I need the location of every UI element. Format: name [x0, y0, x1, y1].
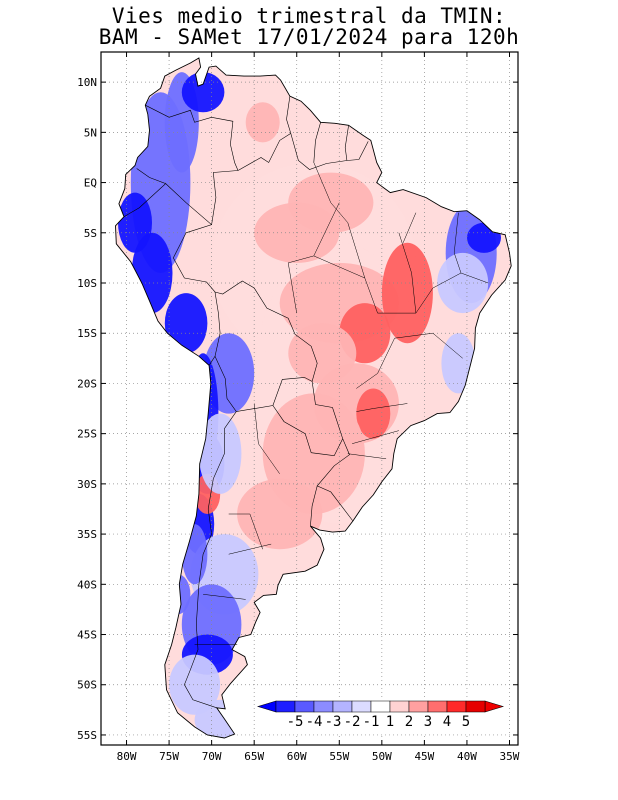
- colorbar-label: 2: [405, 714, 413, 730]
- lat-tick-label: 50S: [77, 679, 97, 692]
- lon-tick-label: 65W: [244, 750, 264, 763]
- lon-tick-label: 55W: [329, 750, 349, 763]
- colorbar-segment: [408, 700, 429, 713]
- lon-tick-label: 70W: [202, 750, 222, 763]
- colorbar-label: -4: [306, 714, 323, 730]
- title-line-2: BAM - SAMet 17/01/2024 para 120h: [98, 25, 520, 49]
- lat-tick-label: 40S: [77, 578, 97, 591]
- lon-tick-label: 75W: [159, 750, 179, 763]
- colorbar-segment: [389, 700, 410, 713]
- longitude-axis: 80W 75W 70W 65W 60W 55W 50W 45W 40W 35W: [117, 52, 520, 763]
- colorbar-label: 4: [443, 714, 451, 730]
- colorbar-label: -2: [344, 714, 361, 730]
- colorbar-segment: [332, 700, 353, 713]
- lon-tick-label: 45W: [414, 750, 434, 763]
- latitude-axis: 10N 5N EQ 5S 10S 15S 20S 25S 30S 35S 40S 45S 50S 55S: [77, 76, 518, 742]
- colorbar-segment: [370, 700, 391, 713]
- colorbar-label: 3: [424, 714, 432, 730]
- lon-tick-label: 35W: [500, 750, 520, 763]
- lon-tick-label: 50W: [372, 750, 392, 763]
- colorbar-label: -5: [287, 714, 304, 730]
- lat-tick-label: 25S: [77, 428, 97, 441]
- colorbar-label: 5: [462, 714, 470, 730]
- title-line-1: Vies medio trimestral da TMIN:: [111, 4, 507, 28]
- lat-tick-label: 55S: [77, 729, 97, 742]
- lon-tick-label: 80W: [117, 750, 137, 763]
- colorbar-segment: [351, 700, 372, 713]
- colorbar-segment: [294, 700, 315, 713]
- lat-tick-label: 20S: [77, 377, 97, 390]
- colorbar-segment: [465, 700, 486, 713]
- colorbar: -5 -4 -3 -2 -1 1 2 3 4 5: [256, 698, 505, 734]
- colorbar-segment: [313, 700, 334, 713]
- colorbar-segment: [427, 700, 448, 713]
- lat-tick-label: EQ: [84, 177, 97, 190]
- colorbar-segment: [446, 700, 467, 713]
- lon-tick-label: 60W: [287, 750, 307, 763]
- lat-tick-label: 15S: [77, 327, 97, 340]
- colorbar-segment: [275, 700, 296, 713]
- lat-tick-label: 35S: [77, 528, 97, 541]
- lat-tick-label: 10S: [77, 277, 97, 290]
- colorbar-label: 1: [386, 714, 394, 730]
- lat-tick-label: 5S: [84, 227, 97, 240]
- lat-tick-label: 10N: [77, 76, 97, 89]
- country-borders: [123, 96, 489, 709]
- lat-tick-label: 30S: [77, 478, 97, 491]
- map-frame: [100, 51, 519, 746]
- colorbar-label: -3: [325, 714, 342, 730]
- lat-lon-grid: [101, 52, 518, 745]
- lat-tick-label: 5N: [84, 126, 97, 139]
- lon-tick-label: 40W: [457, 750, 477, 763]
- lat-tick-label: 45S: [77, 629, 97, 642]
- colorbar-label: -1: [363, 714, 380, 730]
